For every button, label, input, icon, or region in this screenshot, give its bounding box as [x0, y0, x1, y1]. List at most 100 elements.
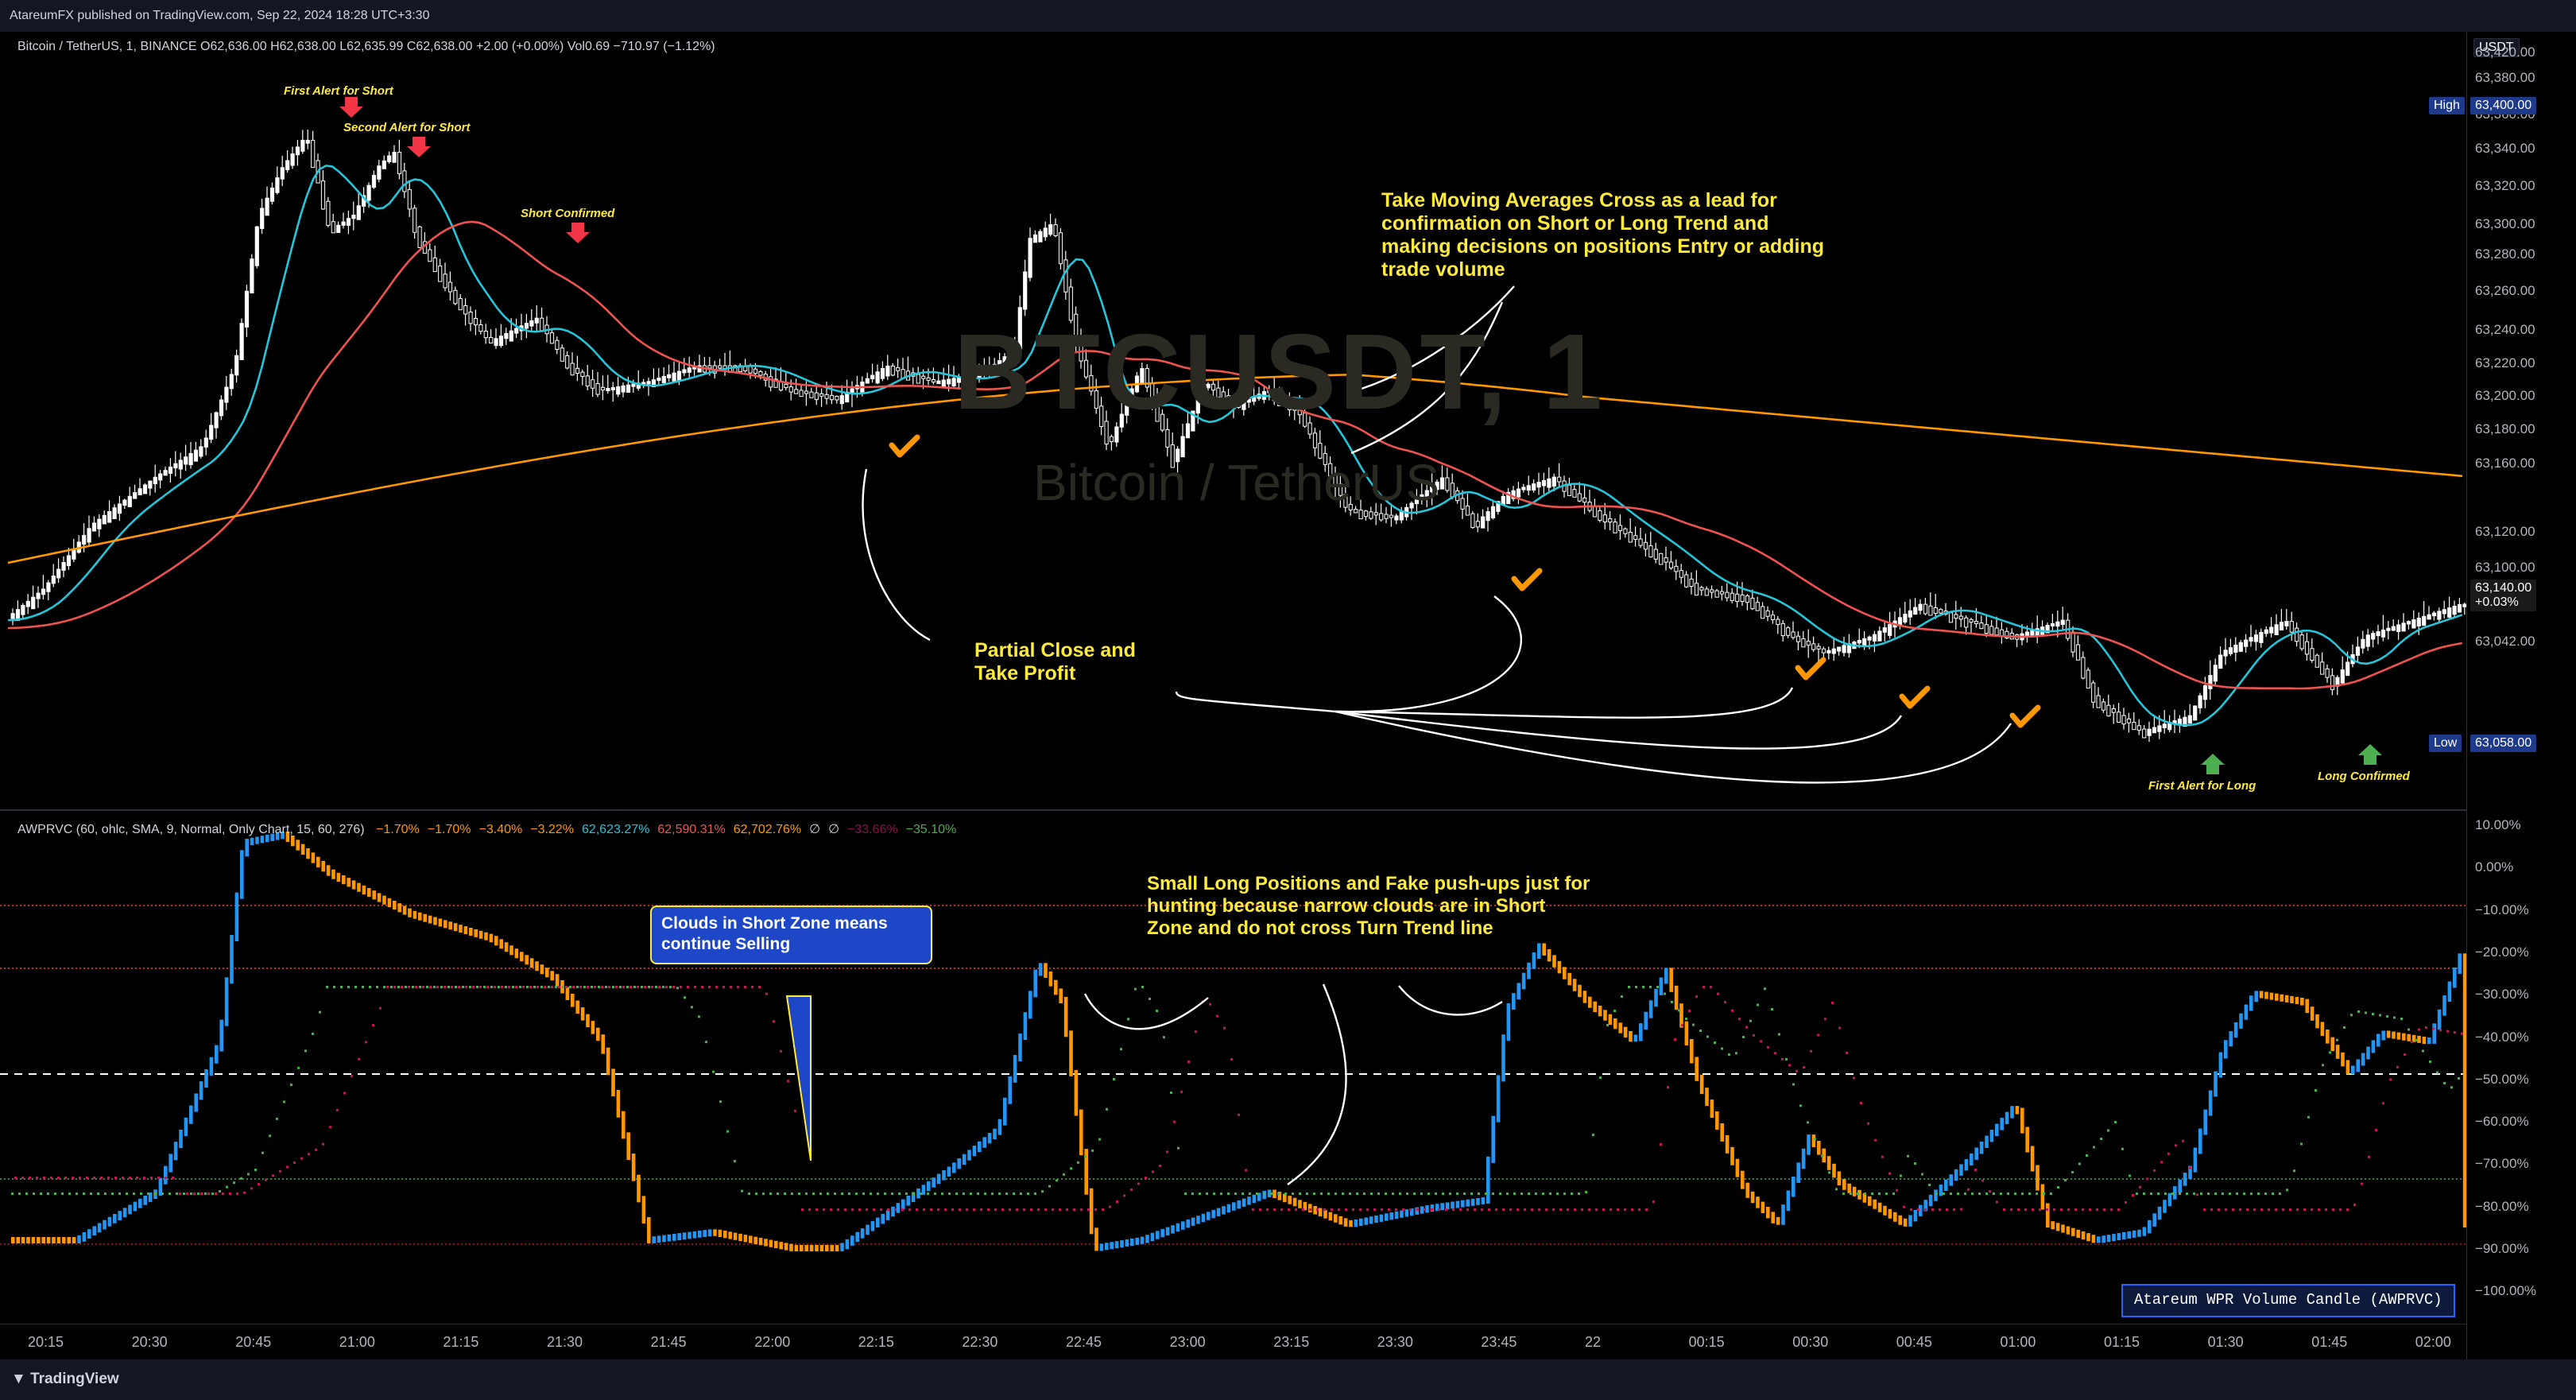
cloud-green-dot — [476, 986, 478, 988]
cloud-green-dot — [726, 1130, 729, 1133]
cloud-maroon-dot — [2432, 1027, 2435, 1030]
wpr-candle — [1415, 1207, 1419, 1215]
cloud-maroon-dot — [1731, 1009, 1733, 1012]
time-axis[interactable]: 20:15 20:30 20:45 21:00 21:15 21:30 21:45 22:00… — [0, 1324, 2466, 1360]
wpr-candle — [2458, 953, 2462, 974]
wpr-candle — [2356, 1059, 2360, 1072]
candle-body — [1475, 521, 1480, 528]
cloud-green-dot — [283, 1100, 285, 1103]
cloud-green-dot — [2207, 1193, 2210, 1195]
cloud-maroon-dot — [2196, 1193, 2198, 1196]
cloud-green-dot — [2164, 1193, 2167, 1195]
cloud-maroon-dot — [386, 986, 389, 988]
price-chart[interactable] — [0, 32, 2466, 1324]
currency-label[interactable]: USDT — [2473, 38, 2520, 57]
wpr-candle — [1440, 1203, 1444, 1211]
candle-body — [463, 305, 468, 315]
candle-body — [529, 320, 534, 327]
cloud-green-dot — [2057, 1186, 2059, 1189]
cloud-green-dot — [1950, 1193, 1952, 1195]
wpr-candle — [474, 929, 478, 937]
candle-body — [392, 151, 397, 163]
wpr-candle — [2036, 1165, 2039, 1191]
cloud-maroon-dot — [2117, 1208, 2120, 1211]
wpr-candle — [1623, 1026, 1628, 1037]
wpr-candle — [1919, 1204, 1923, 1216]
candle-body — [168, 466, 173, 475]
pane-separator[interactable] — [0, 809, 2466, 811]
wpr-candle — [469, 928, 473, 936]
candle-body — [1776, 619, 1780, 626]
cloud-maroon-dot — [2425, 1026, 2427, 1030]
cloud-green-dot — [2222, 1193, 2224, 1195]
candle-body — [2223, 650, 2228, 657]
candle-body — [1450, 483, 1455, 498]
cloud-maroon-dot — [1581, 1208, 1583, 1211]
wpr-candle — [1837, 1171, 1842, 1185]
candle-body — [2132, 722, 2136, 731]
candle-body — [921, 375, 926, 379]
cloud-green-dot — [1263, 1193, 1265, 1195]
cloud-green-dot — [827, 1193, 829, 1195]
footer-bar: ▼ TradingView — [0, 1359, 2576, 1400]
candle-body — [2371, 633, 2376, 640]
cloud-maroon-dot — [780, 1049, 782, 1053]
candle-body — [2198, 695, 2202, 708]
cloud-maroon-dot — [2096, 1208, 2098, 1211]
cloud-green-dot — [1513, 1193, 1516, 1195]
wpr-candle — [1979, 1141, 1984, 1154]
candle-body — [2244, 639, 2249, 647]
candle-body — [2091, 682, 2096, 703]
cloud-green-dot — [2415, 1039, 2417, 1041]
candle-body — [1694, 583, 1699, 596]
cloud-maroon-dot — [1466, 1208, 1469, 1211]
cloud-green-dot — [1685, 1018, 1687, 1020]
candle-body — [1780, 622, 1785, 637]
candle-body — [1511, 490, 1516, 499]
wpr-candle — [1557, 960, 1562, 974]
wpr-candle — [698, 1230, 702, 1238]
candle-body — [2452, 606, 2457, 615]
candle-body — [2340, 669, 2345, 684]
wpr-candle — [2167, 1193, 2172, 1207]
wpr-candle — [2055, 1223, 2060, 1231]
cloud-green-dot — [998, 1193, 1001, 1195]
candle-body — [1725, 591, 1730, 599]
wpr-candle — [2381, 1030, 2385, 1041]
candle-body — [672, 372, 676, 382]
wpr-candle — [1105, 1243, 1109, 1251]
cloud-maroon-dot — [1931, 1208, 1934, 1211]
cloud-green-dot — [1156, 1010, 1158, 1012]
cloud-maroon-dot — [1030, 1208, 1032, 1211]
wpr-candle — [453, 923, 458, 932]
wpr-candle — [1512, 993, 1516, 1010]
wpr-candle — [1404, 1209, 1409, 1217]
candle-body — [153, 476, 157, 484]
cloud-green-dot — [2179, 1193, 2181, 1195]
wpr-candle — [927, 1181, 931, 1192]
wpr-candle — [92, 1226, 96, 1236]
cloud-maroon-dot — [1559, 1208, 1562, 1211]
cloud-maroon-dot — [887, 1208, 889, 1211]
cloud-green-dot — [1649, 986, 1652, 988]
wpr-candle — [2218, 1052, 2223, 1078]
cloud-maroon-dot — [801, 1208, 804, 1211]
cloud-maroon-dot — [765, 992, 768, 995]
cloud-maroon-dot — [272, 1174, 274, 1177]
cloud-maroon-dot — [1331, 1208, 1333, 1211]
cloud-green-dot — [226, 1185, 228, 1189]
cloud-maroon-dot — [2010, 1208, 2012, 1211]
cloud-maroon-dot — [515, 986, 517, 988]
cloud-maroon-dot — [1080, 1208, 1083, 1211]
take-profit-check — [1795, 657, 1826, 681]
cloud-maroon-dot — [851, 1208, 854, 1211]
candle-body — [193, 449, 199, 462]
cloud-maroon-dot — [300, 1157, 303, 1160]
wpr-candle — [2264, 991, 2268, 999]
wpr-candle — [209, 1057, 214, 1076]
wpr-candle — [342, 875, 346, 885]
price-axis[interactable]: USDT 63,420.0063,380.0063,360.0063,340.0… — [2429, 32, 2576, 1359]
wpr-candle — [270, 833, 274, 841]
candle-body — [1506, 491, 1511, 505]
cloud-maroon-dot — [444, 986, 446, 988]
